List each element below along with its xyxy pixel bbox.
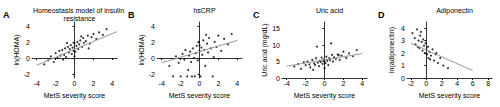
svg-text:Uric acid: Uric acid: [316, 7, 343, 14]
svg-text:4: 4: [26, 23, 30, 30]
svg-text:0: 0: [198, 80, 202, 87]
svg-text:6: 6: [471, 80, 475, 87]
svg-text:1: 1: [401, 62, 405, 69]
svg-text:MetS severity score: MetS severity score: [294, 92, 356, 100]
svg-text:4: 4: [110, 80, 114, 87]
svg-text:2: 2: [341, 80, 345, 87]
svg-text:Uric acid (mg/dL): Uric acid (mg/dL): [261, 23, 269, 76]
svg-text:10: 10: [272, 42, 280, 49]
svg-text:0: 0: [26, 55, 30, 62]
svg-text:-2: -2: [52, 80, 58, 87]
svg-text:-2: -2: [408, 80, 414, 87]
svg-text:-2: -2: [302, 80, 308, 87]
svg-text:ln(adiponectin): ln(adiponectin): [388, 27, 396, 73]
svg-text:2: 2: [151, 39, 155, 46]
svg-text:-2: -2: [149, 71, 155, 78]
svg-text:-2: -2: [24, 71, 30, 78]
svg-text:-4: -4: [34, 80, 40, 87]
svg-text:8: 8: [486, 80, 490, 87]
svg-text:0: 0: [73, 80, 77, 87]
svg-text:2: 2: [401, 50, 405, 57]
svg-text:0: 0: [424, 80, 428, 87]
svg-text:C: C: [253, 10, 260, 20]
svg-text:4: 4: [151, 23, 155, 30]
svg-text:2: 2: [440, 80, 444, 87]
svg-text:0: 0: [151, 55, 155, 62]
svg-text:3: 3: [401, 37, 405, 44]
svg-text:0: 0: [276, 75, 280, 82]
svg-text:4: 4: [401, 25, 405, 32]
svg-text:resistance: resistance: [64, 15, 96, 22]
svg-text:Adiponectin: Adiponectin: [436, 7, 473, 15]
svg-text:2: 2: [91, 80, 95, 87]
svg-text:MetS severity score: MetS severity score: [169, 92, 231, 100]
svg-text:ln(HOMA): ln(HOMA): [138, 34, 146, 65]
svg-text:A: A: [3, 10, 10, 20]
svg-text:5: 5: [276, 58, 280, 65]
svg-text:-2: -2: [177, 80, 183, 87]
svg-text:-4: -4: [159, 80, 165, 87]
svg-text:0: 0: [401, 75, 405, 82]
svg-text:4: 4: [455, 80, 459, 87]
svg-text:Homeostasis model of insulin: Homeostasis model of insulin: [33, 7, 126, 14]
svg-text:MetS severity score: MetS severity score: [419, 92, 481, 100]
svg-text:-4: -4: [284, 80, 290, 87]
svg-text:2: 2: [216, 80, 220, 87]
svg-text:2: 2: [26, 39, 30, 46]
svg-text:4: 4: [235, 80, 239, 87]
svg-text:B: B: [128, 10, 135, 20]
svg-text:4: 4: [360, 80, 364, 87]
svg-text:15: 15: [272, 25, 280, 32]
svg-text:ln(HOMA): ln(HOMA): [13, 34, 21, 65]
svg-text:MetS severity score: MetS severity score: [44, 92, 106, 100]
svg-text:D: D: [378, 10, 385, 20]
svg-text:hsCRP: hsCRP: [193, 7, 216, 14]
svg-text:0: 0: [323, 80, 327, 87]
